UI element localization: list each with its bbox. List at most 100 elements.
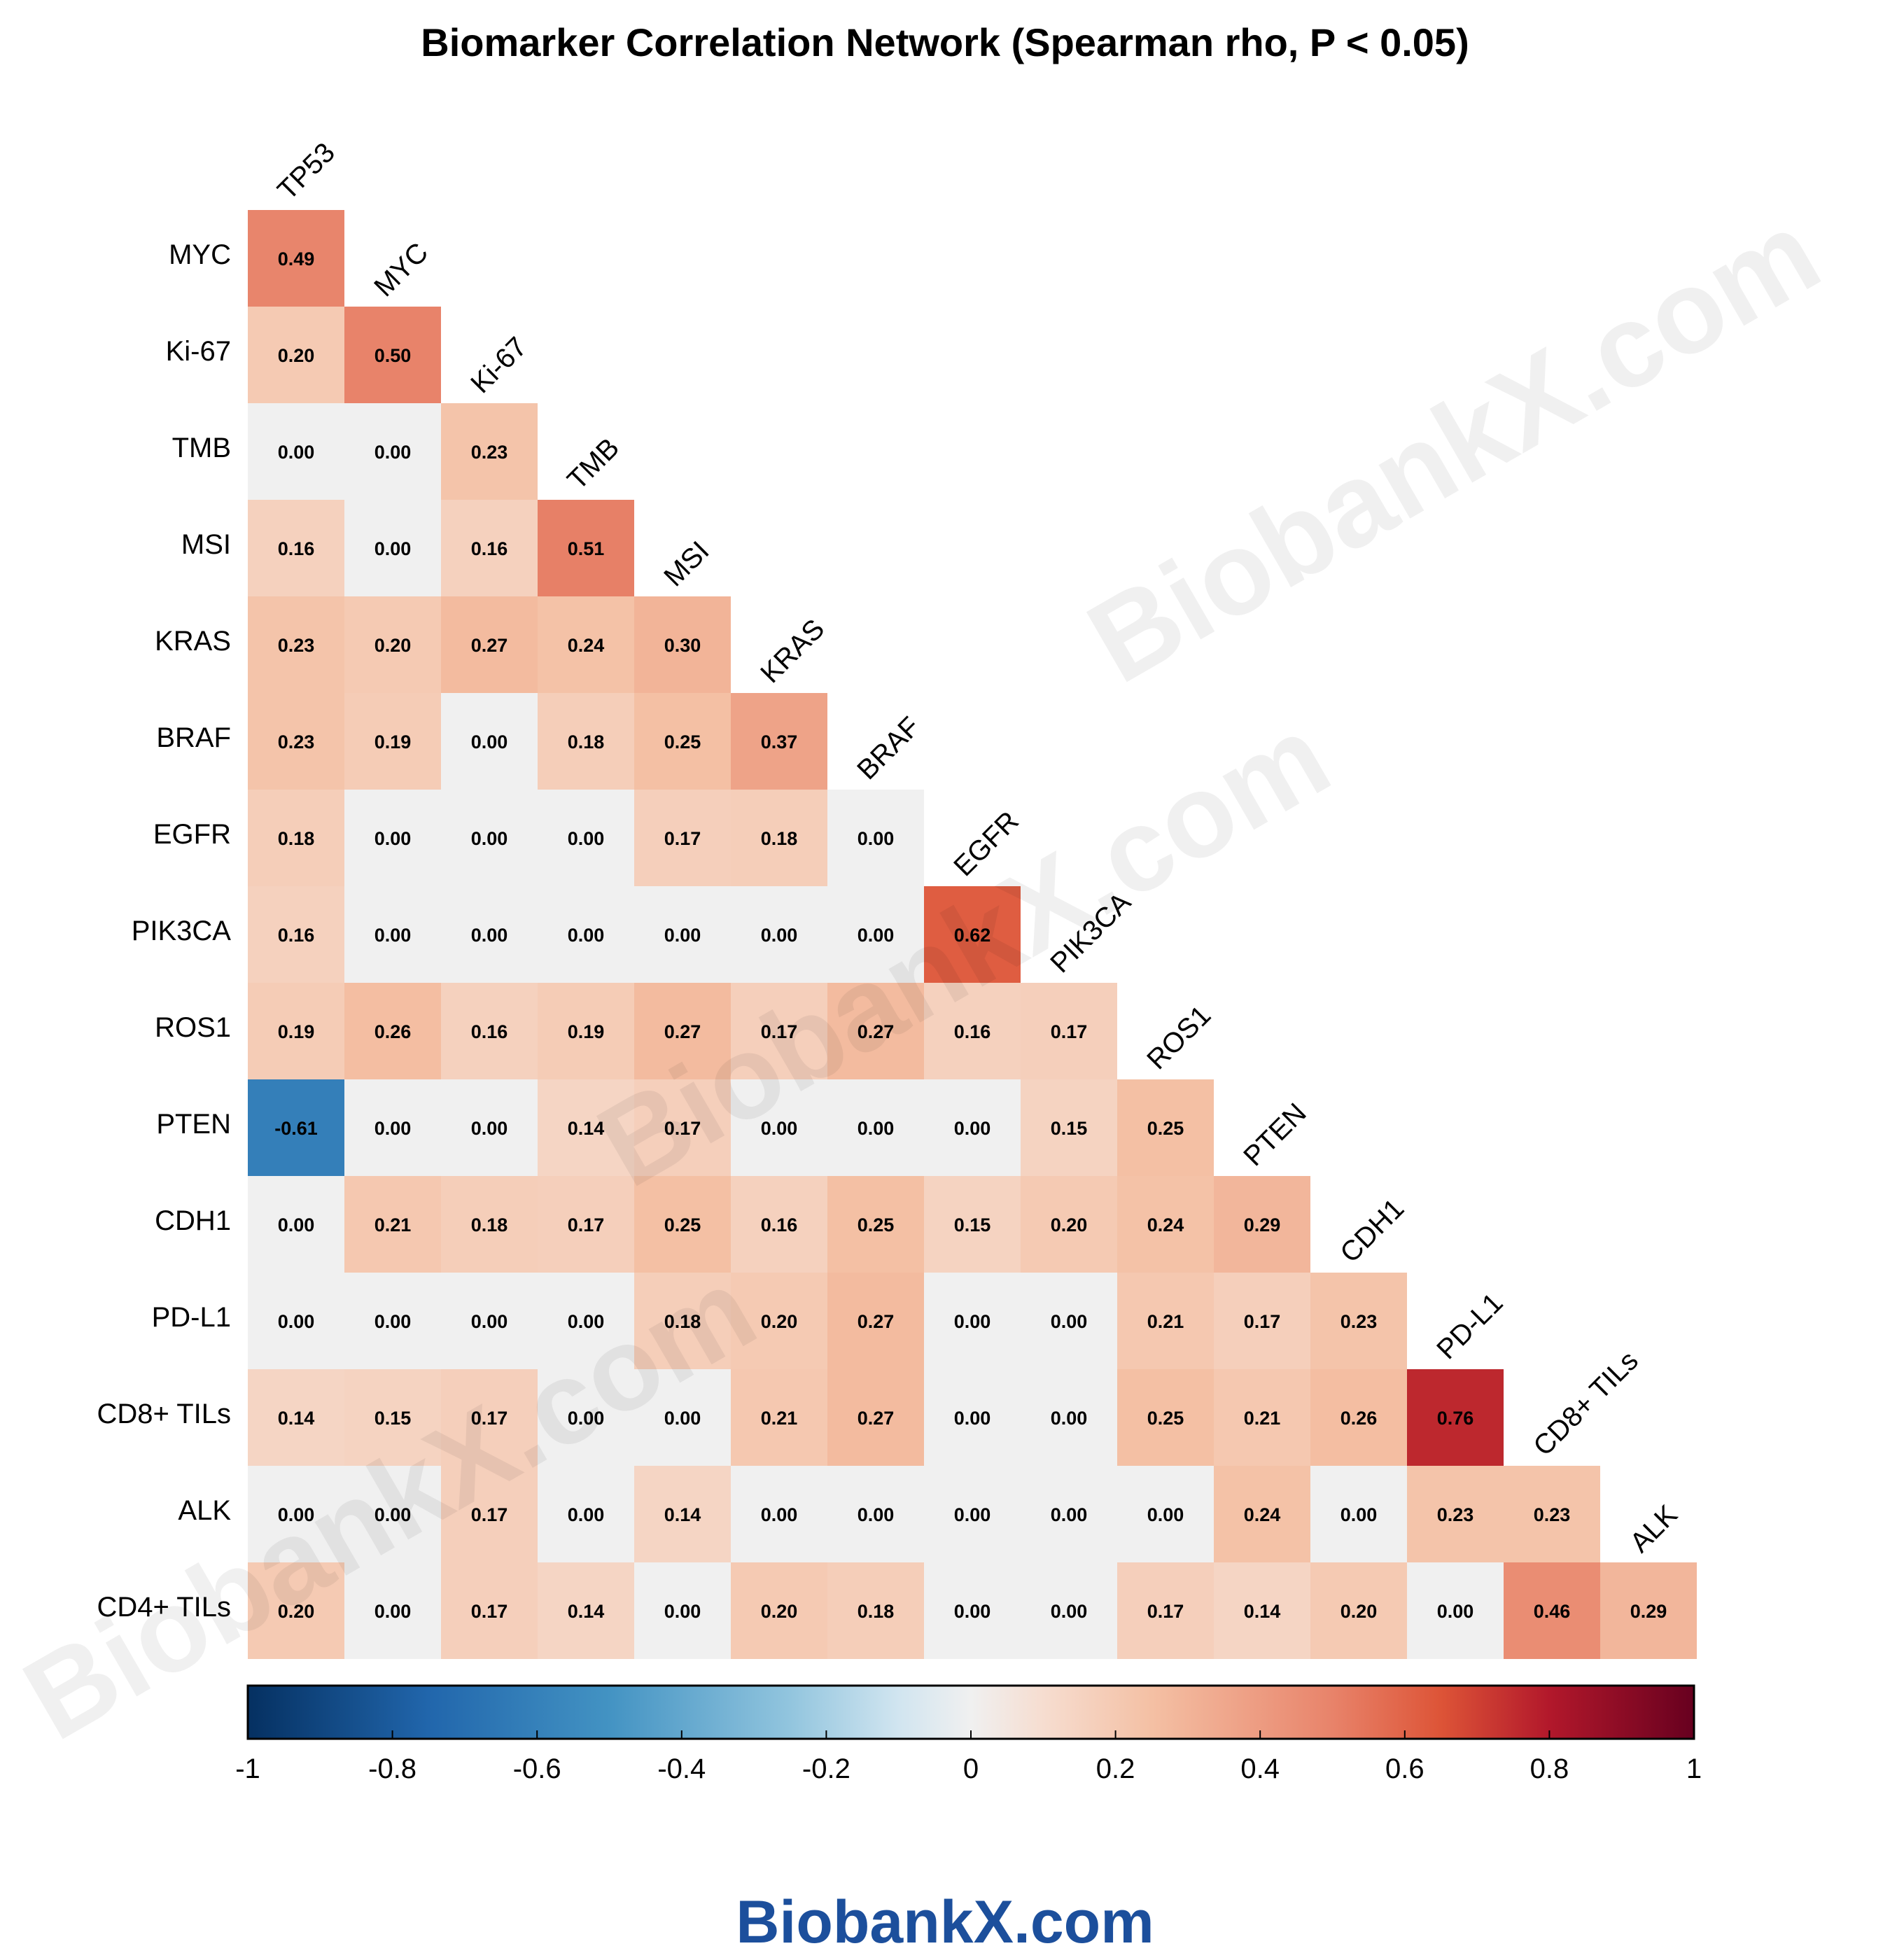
- cell-value-label: 0.16: [471, 1021, 508, 1042]
- heatmap-cell: [731, 1562, 827, 1659]
- heatmap-cell: [1504, 1466, 1600, 1562]
- row-label: MYC: [169, 239, 231, 270]
- heatmap-cell: [344, 886, 441, 983]
- heatmap-cell: [344, 983, 441, 1079]
- heatmap-cell: [731, 693, 827, 790]
- cell-value-label: 0.15: [374, 1408, 412, 1429]
- heatmap-cell: [441, 886, 538, 983]
- heatmap-cell: [1407, 1369, 1504, 1466]
- cell-value-label: 0.27: [664, 1021, 701, 1042]
- heatmap-cell: [1117, 1273, 1214, 1369]
- cell-value-label: 0.19: [568, 1021, 605, 1042]
- heatmap-cell: [924, 1562, 1021, 1659]
- cell-value-label: 0.50: [374, 345, 412, 366]
- cell-value-label: 0.18: [471, 1214, 508, 1236]
- cell-value-label: 0.00: [858, 828, 895, 849]
- heatmap-cell: [1407, 1562, 1504, 1659]
- heatmap-cell: [924, 886, 1021, 983]
- column-label: ROS1: [1141, 1000, 1217, 1075]
- cell-value-label: 0.21: [1147, 1311, 1184, 1332]
- cell-value-label: 0.00: [471, 1311, 508, 1332]
- cell-value-label: 0.14: [664, 1504, 701, 1525]
- column-label: CD8+ TILs: [1527, 1345, 1644, 1462]
- cell-value-label: 0.00: [858, 925, 895, 946]
- row-label: PTEN: [156, 1109, 231, 1140]
- heatmap-cell: [634, 983, 731, 1079]
- heatmap-cell: [538, 500, 634, 596]
- heatmap-cell: [924, 1079, 1021, 1176]
- cell-value-label: 0.27: [471, 635, 508, 656]
- column-label: MSI: [658, 536, 715, 592]
- cell-value-label: 0.17: [471, 1408, 508, 1429]
- heatmap-cell: [1117, 1562, 1214, 1659]
- cell-value-label: 0.17: [1244, 1311, 1281, 1332]
- cell-value-label: 0.00: [374, 1311, 412, 1332]
- cell-value-label: 0.24: [1244, 1504, 1281, 1525]
- heatmap-cell: [1117, 1079, 1214, 1176]
- heatmap-cell: [1214, 1369, 1310, 1466]
- cell-value-label: 0.26: [374, 1021, 412, 1042]
- heatmap-cell: [827, 1176, 924, 1273]
- cell-value-label: 0.00: [761, 1504, 798, 1525]
- cell-value-label: 0.18: [858, 1601, 895, 1622]
- cell-value-label: 0.25: [664, 732, 701, 752]
- cell-value-label: 0.17: [471, 1601, 508, 1622]
- cell-value-label: 0.15: [954, 1214, 991, 1236]
- cell-value-label: 0.17: [1051, 1021, 1088, 1042]
- cell-value-label: 0.00: [664, 1408, 701, 1429]
- cell-value-label: 0.00: [954, 1408, 991, 1429]
- heatmap-cell: [441, 790, 538, 886]
- cell-value-label: 0.46: [1534, 1601, 1571, 1622]
- row-label: TMB: [172, 433, 231, 463]
- row-label: ALK: [178, 1495, 231, 1526]
- cell-value-label: 0.27: [858, 1408, 895, 1429]
- heatmap-cell: [827, 1079, 924, 1176]
- heatmap-cell: [1021, 983, 1117, 1079]
- heatmap-cell: [731, 1369, 827, 1466]
- heatmap-cell: [731, 886, 827, 983]
- cell-value-label: 0.00: [568, 925, 605, 946]
- cell-value-label: 0.00: [858, 1504, 895, 1525]
- column-label: TMB: [561, 433, 625, 496]
- heatmap-cell: [1214, 1273, 1310, 1369]
- heatmap-cell: [634, 1369, 731, 1466]
- heatmap-cell: [634, 886, 731, 983]
- cell-value-label: 0.29: [1630, 1601, 1667, 1622]
- colorbar-tick-label: -0.4: [657, 1754, 706, 1784]
- heatmap-cell: [827, 790, 924, 886]
- cell-value-label: 0.00: [954, 1601, 991, 1622]
- cell-value-label: 0.00: [1051, 1311, 1088, 1332]
- cell-value-label: 0.19: [278, 1021, 315, 1042]
- cell-value-label: 0.00: [374, 1118, 412, 1139]
- cell-value-label: 0.17: [761, 1021, 798, 1042]
- cell-value-label: 0.15: [1051, 1118, 1088, 1139]
- heatmap-cell: [634, 1562, 731, 1659]
- heatmap-cell: [344, 693, 441, 790]
- cell-value-label: 0.14: [278, 1408, 315, 1429]
- cell-value-label: 0.00: [374, 925, 412, 946]
- heatmap-cell: [248, 693, 344, 790]
- heatmap-cell: [248, 1562, 344, 1659]
- heatmap-cell: [924, 983, 1021, 1079]
- cell-value-label: 0.00: [954, 1504, 991, 1525]
- cell-value-label: 0.21: [1244, 1408, 1281, 1429]
- heatmap-cell: [248, 307, 344, 403]
- heatmap-cell: [538, 1562, 634, 1659]
- cell-value-label: 0.00: [374, 538, 412, 559]
- cell-value-label: 0.20: [1340, 1601, 1378, 1622]
- heatmap-cell: [344, 790, 441, 886]
- row-label: CD4+ TILs: [97, 1592, 231, 1623]
- cell-value-label: 0.62: [954, 925, 991, 946]
- cell-value-label: 0.20: [761, 1311, 798, 1332]
- heatmap-cell: [924, 1466, 1021, 1562]
- column-label: CDH1: [1334, 1193, 1410, 1268]
- cell-value-label: 0.19: [374, 732, 412, 752]
- heatmap-cell: [441, 693, 538, 790]
- colorbar-ticks: -1 -0.8 -0.6 -0.4 -0.2 0 0.2 0.4 0.6 0.8 1: [235, 1730, 1702, 1784]
- heatmap-cell: [248, 1369, 344, 1466]
- row-label: EGFR: [153, 819, 231, 850]
- heatmap-cell: [1021, 1079, 1117, 1176]
- cell-value-label: 0.18: [568, 732, 605, 752]
- row-label: PD-L1: [152, 1302, 231, 1333]
